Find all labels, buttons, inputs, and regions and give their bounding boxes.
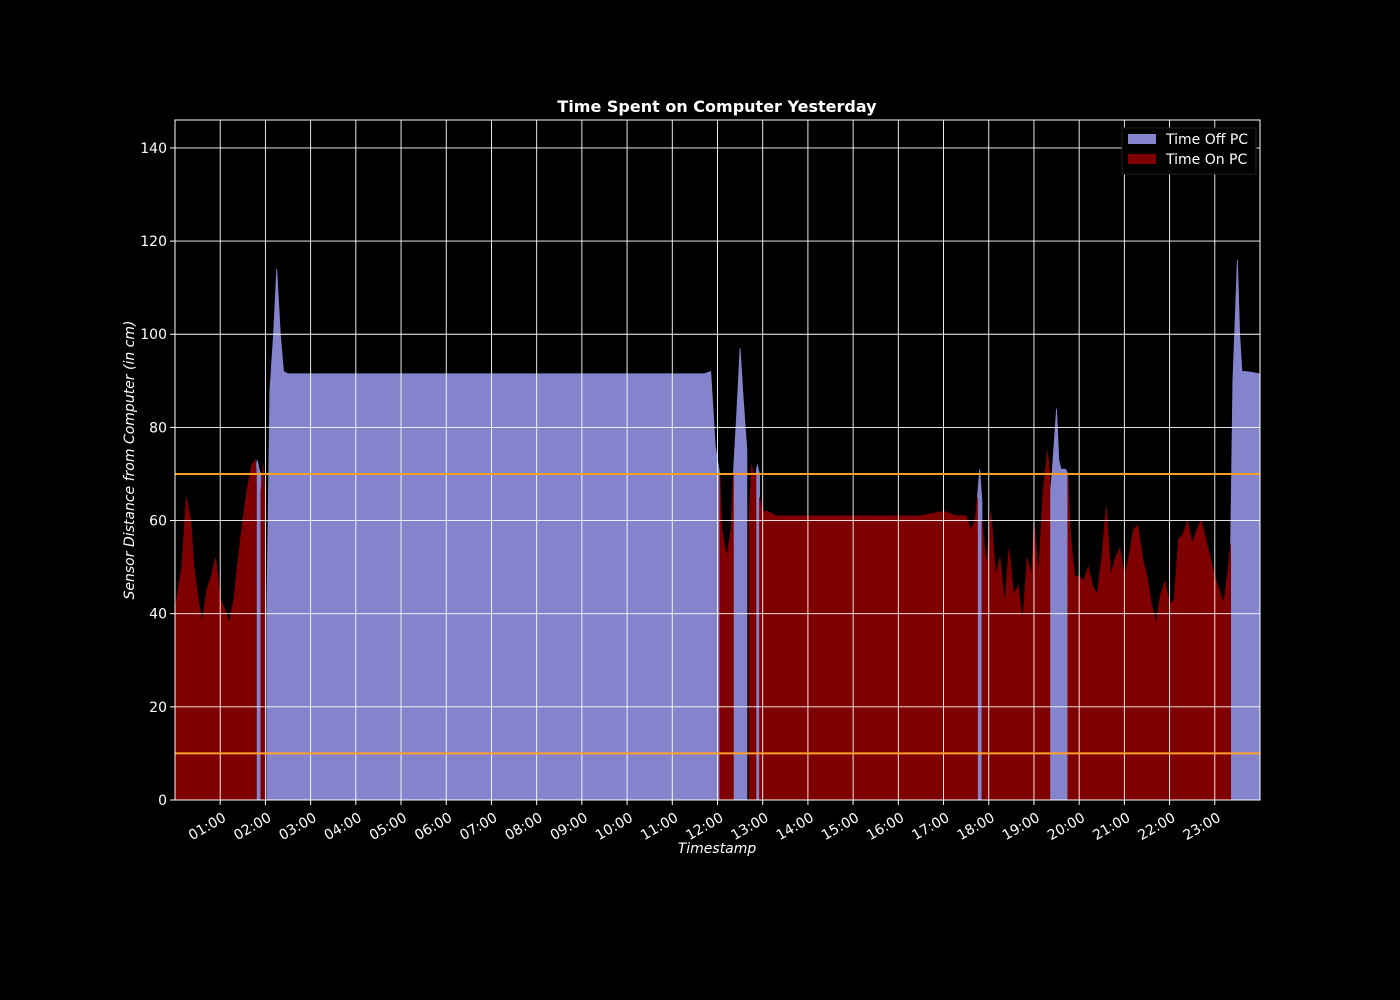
legend-swatch-time-on-pc xyxy=(1128,154,1156,164)
y-tick-label-5: 100 xyxy=(140,327,167,343)
x-tick-label-2: 03:00 xyxy=(276,810,319,844)
area-time-on-pc-segment-1 xyxy=(260,464,265,801)
x-tick-label-1: 02:00 xyxy=(231,810,274,844)
x-tick-label-15: 16:00 xyxy=(864,810,907,844)
x-tick-label-0: 01:00 xyxy=(186,810,229,844)
area-time-on-pc-segment-4 xyxy=(759,497,978,801)
area-time-off-pc-segment-4 xyxy=(977,469,983,801)
x-tick-label-12: 13:00 xyxy=(729,810,772,844)
x-tick-label-22: 23:00 xyxy=(1181,810,1224,844)
area-layer xyxy=(174,259,1261,801)
y-axis-label: Sensor Distance from Computer (in cm) xyxy=(122,321,138,600)
area-time-on-pc-segment-2 xyxy=(719,473,734,801)
x-tick-label-4: 05:00 xyxy=(367,810,410,844)
x-tick-label-7: 08:00 xyxy=(503,810,546,844)
x-tick-label-16: 17:00 xyxy=(909,810,952,844)
y-tick-label-3: 60 xyxy=(149,514,167,530)
legend-label-time-on-pc: Time On PC xyxy=(1165,152,1247,168)
x-tick-label-9: 10:00 xyxy=(593,810,636,844)
y-tick-label-0: 0 xyxy=(158,793,167,809)
x-tick-label-6: 07:00 xyxy=(457,810,500,844)
area-time-on-pc-segment-5 xyxy=(981,450,1051,801)
area-time-on-pc-segment-3 xyxy=(748,464,757,801)
area-time-off-pc-segment-3 xyxy=(755,464,760,801)
area-time-on-pc-segment-0 xyxy=(174,458,257,801)
legend-swatch-time-off-pc xyxy=(1128,134,1156,144)
x-tick-label-11: 12:00 xyxy=(683,810,726,844)
y-tick-label-1: 20 xyxy=(149,700,167,716)
area-time-off-pc-segment-0 xyxy=(255,459,262,801)
legend-label-time-off-pc: Time Off PC xyxy=(1165,132,1248,148)
x-tick-label-18: 19:00 xyxy=(1000,810,1043,844)
x-tick-label-19: 20:00 xyxy=(1045,810,1088,844)
y-tick-label-7: 140 xyxy=(140,141,167,157)
grid-layer xyxy=(175,120,1260,801)
x-tick-label-13: 14:00 xyxy=(774,810,817,844)
x-tick-label-20: 21:00 xyxy=(1090,810,1133,844)
y-tick-layer: 0 20 40 60 80 100 120 140 xyxy=(140,141,175,809)
area-time-on-pc-segment-6 xyxy=(1067,473,1232,801)
area-time-off-pc-segment-2 xyxy=(732,348,748,801)
x-tick-label-14: 15:00 xyxy=(819,810,862,844)
y-tick-label-2: 40 xyxy=(149,607,167,623)
legend: Time Off PC Time On PC xyxy=(1121,127,1257,175)
x-axis-label: Timestamp xyxy=(678,841,757,857)
threshold-layer xyxy=(175,472,1260,755)
x-tick-label-5: 06:00 xyxy=(412,810,455,844)
x-tick-label-3: 04:00 xyxy=(322,810,365,844)
y-tick-label-4: 80 xyxy=(149,420,167,436)
area-time-off-pc-segment-1 xyxy=(266,269,721,801)
x-tick-label-17: 18:00 xyxy=(955,810,998,844)
chart-title: Time Spent on Computer Yesterday xyxy=(557,97,877,116)
x-tick-label-21: 22:00 xyxy=(1135,810,1178,844)
y-tick-label-6: 120 xyxy=(140,234,167,250)
x-tick-layer: 01:00 02:00 03:00 04:00 05:00 06:00 07:00 08:00… xyxy=(186,800,1224,844)
x-tick-label-10: 11:00 xyxy=(638,810,681,844)
x-tick-label-8: 09:00 xyxy=(548,810,591,844)
